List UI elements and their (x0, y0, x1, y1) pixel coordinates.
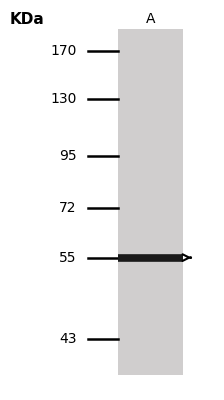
Text: 170: 170 (50, 44, 77, 58)
Text: 130: 130 (50, 92, 77, 106)
Text: 55: 55 (59, 250, 77, 264)
Bar (118, 29, 183, 375)
Text: 72: 72 (59, 201, 77, 215)
Text: 43: 43 (59, 332, 77, 346)
Text: 95: 95 (59, 149, 77, 163)
Text: A: A (146, 12, 155, 26)
Text: KDa: KDa (9, 12, 44, 27)
